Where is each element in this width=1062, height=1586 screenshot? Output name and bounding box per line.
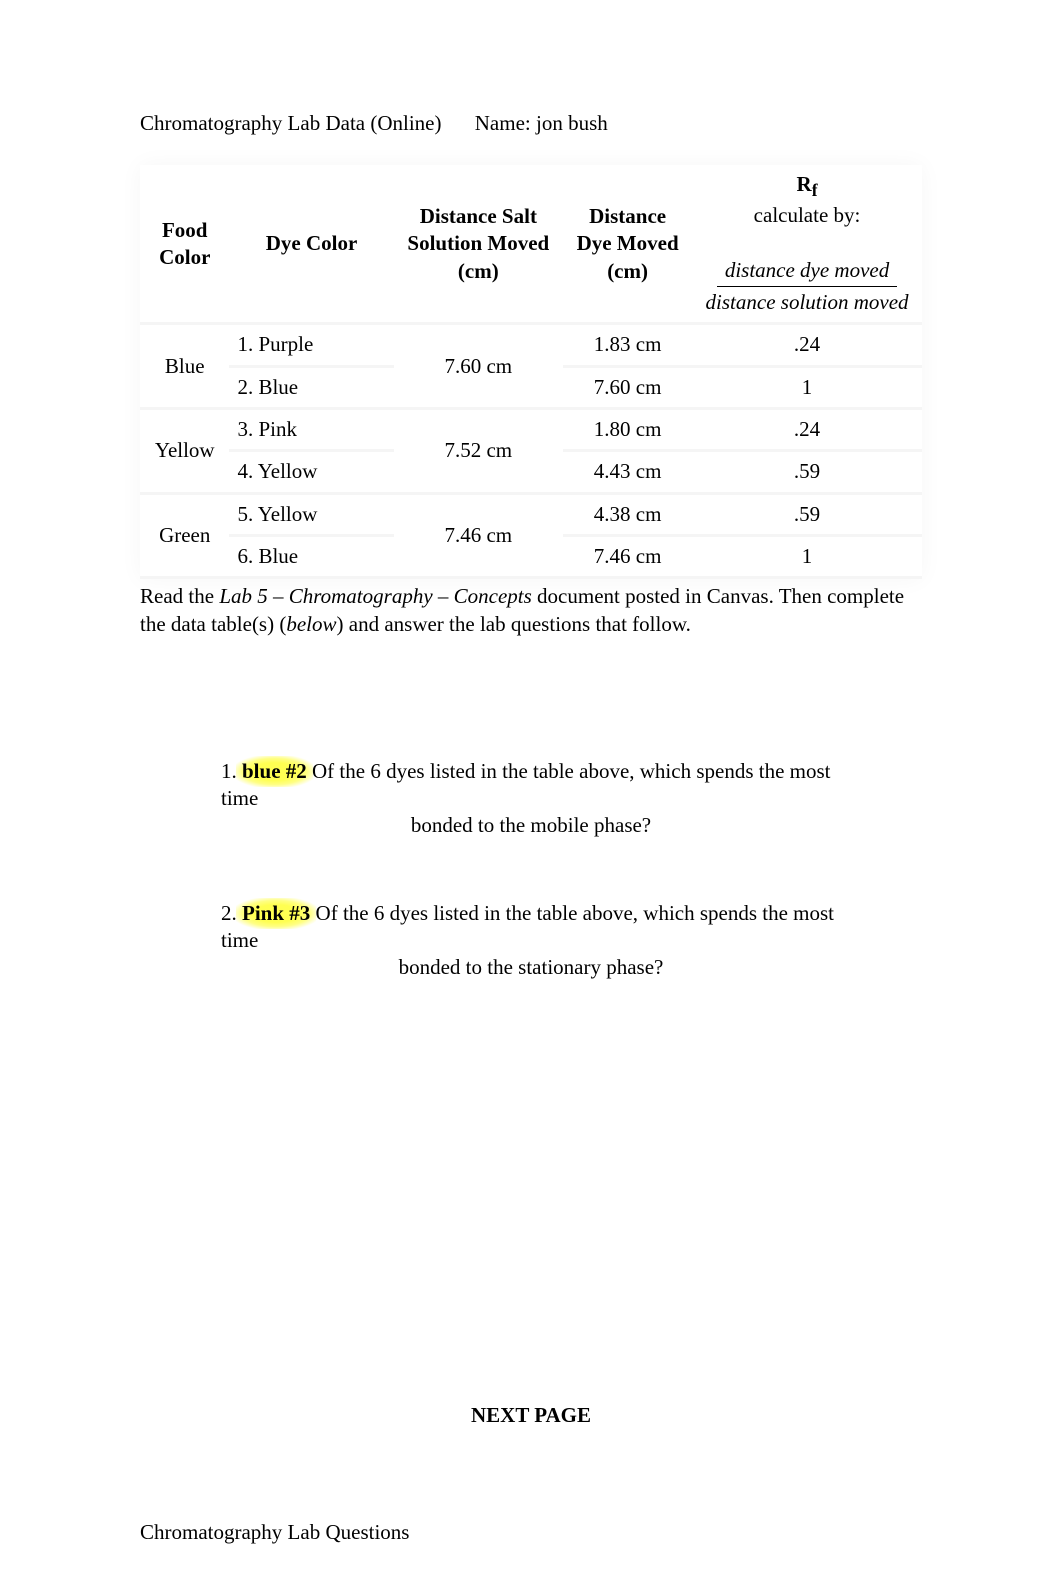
col-dye-header: Dye Color bbox=[229, 165, 393, 324]
food-color-cell: Yellow bbox=[140, 409, 229, 494]
dye-cell: 4. Yellow bbox=[229, 451, 393, 493]
question-1: 1. blue #2 Of the 6 dyes listed in the t… bbox=[221, 758, 841, 840]
col-dist-header: Distance Dye Moved (cm) bbox=[563, 165, 692, 324]
salt-cell: 7.60 cm bbox=[394, 324, 564, 409]
dye-cell: 1. Purple bbox=[229, 324, 393, 366]
rf-cell: .24 bbox=[692, 324, 922, 366]
rf-calc-by: calculate by: bbox=[754, 203, 861, 227]
instr-part3: ) and answer the lab questions that foll… bbox=[337, 612, 691, 636]
dye-cell: 5. Yellow bbox=[229, 493, 393, 535]
question-2: 2. Pink #3 Of the 6 dyes listed in the t… bbox=[221, 900, 841, 982]
q1-highlight: blue #2 bbox=[242, 758, 307, 785]
table-header-row: Food Color Dye Color Distance Salt Solut… bbox=[140, 165, 922, 324]
q1-num: 1. bbox=[221, 759, 237, 783]
data-table: Food Color Dye Color Distance Salt Solut… bbox=[140, 165, 922, 579]
rf-den: distance solution moved bbox=[706, 290, 909, 314]
q1-line1: 1. blue #2 Of the 6 dyes listed in the t… bbox=[221, 758, 841, 813]
table-row: Green 5. Yellow 7.46 cm 4.38 cm .59 bbox=[140, 493, 922, 535]
q1-highlight-text: blue #2 bbox=[242, 759, 307, 783]
rf-cell: .59 bbox=[692, 493, 922, 535]
rf-cell: .59 bbox=[692, 451, 922, 493]
q2-line1: 2. Pink #3 Of the 6 dyes listed in the t… bbox=[221, 900, 841, 955]
rf-num: distance dye moved bbox=[725, 258, 889, 282]
col-food-header: Food Color bbox=[140, 165, 229, 324]
dye-cell: 2. Blue bbox=[229, 366, 393, 408]
dist-cell: 4.43 cm bbox=[563, 451, 692, 493]
page: Chromatography Lab Data (Online) Name: j… bbox=[0, 0, 1062, 1586]
col-rf-header: Rf calculate by: distance dye moved dist… bbox=[692, 165, 922, 324]
dist-cell: 4.38 cm bbox=[563, 493, 692, 535]
dist-cell: 1.83 cm bbox=[563, 324, 692, 366]
rf-cell: 1 bbox=[692, 535, 922, 577]
dye-cell: 6. Blue bbox=[229, 535, 393, 577]
instructions: Read the Lab 5 – Chromatography – Concep… bbox=[140, 583, 922, 638]
instr-italic2: below bbox=[286, 612, 336, 636]
q2-rest2: bonded to the stationary phase? bbox=[399, 955, 664, 979]
name-value: jon bush bbox=[536, 111, 608, 135]
footer-title: Chromatography Lab Questions bbox=[140, 1519, 922, 1546]
salt-cell: 7.52 cm bbox=[394, 409, 564, 494]
dist-cell: 1.80 cm bbox=[563, 409, 692, 451]
rf-cell: .24 bbox=[692, 409, 922, 451]
instr-italic1: Lab 5 – Chromatography – Concepts bbox=[219, 584, 531, 608]
col-salt-header: Distance Salt Solution Moved (cm) bbox=[394, 165, 564, 324]
dist-cell: 7.60 cm bbox=[563, 366, 692, 408]
next-page-label: NEXT PAGE bbox=[140, 1402, 922, 1429]
q2-highlight: Pink #3 bbox=[242, 900, 310, 927]
dye-cell: 3. Pink bbox=[229, 409, 393, 451]
rf-symbol: R bbox=[797, 172, 812, 196]
name-label: Name: bbox=[475, 111, 531, 135]
title-line: Chromatography Lab Data (Online) Name: j… bbox=[140, 110, 922, 137]
salt-cell: 7.46 cm bbox=[394, 493, 564, 578]
table-row: Blue 1. Purple 7.60 cm 1.83 cm .24 bbox=[140, 324, 922, 366]
q1-rest2: bonded to the mobile phase? bbox=[411, 813, 651, 837]
dist-cell: 7.46 cm bbox=[563, 535, 692, 577]
food-color-cell: Green bbox=[140, 493, 229, 578]
instr-part1: Read the bbox=[140, 584, 219, 608]
food-color-cell: Blue bbox=[140, 324, 229, 409]
rf-sub: f bbox=[812, 180, 818, 200]
q2-num: 2. bbox=[221, 901, 237, 925]
rf-cell: 1 bbox=[692, 366, 922, 408]
rf-fraction-line bbox=[717, 286, 897, 287]
doc-title: Chromatography Lab Data (Online) bbox=[140, 111, 442, 135]
table-row: Yellow 3. Pink 7.52 cm 1.80 cm .24 bbox=[140, 409, 922, 451]
q2-highlight-text: Pink #3 bbox=[242, 901, 310, 925]
